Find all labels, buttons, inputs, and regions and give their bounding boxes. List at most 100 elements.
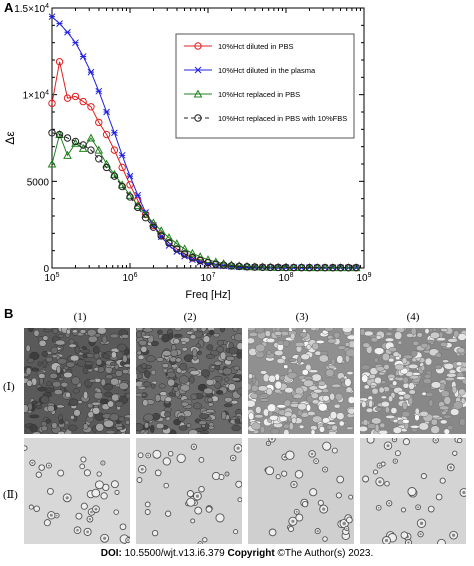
legend-marker	[193, 89, 203, 98]
legend-marker	[194, 66, 202, 74]
micrograph-row1-col3	[248, 328, 354, 434]
data-point	[188, 248, 197, 257]
data-point	[71, 137, 80, 146]
data-point	[227, 260, 236, 269]
legend-marker	[194, 114, 202, 122]
data-point	[95, 118, 103, 127]
x-tick-label: 105	[44, 272, 59, 284]
data-point	[110, 146, 119, 154]
data-point	[86, 133, 96, 142]
data-point	[219, 261, 228, 269]
panel-a-label: A	[4, 0, 14, 15]
micrograph-row1-col4	[360, 328, 466, 434]
x-tick-label: 109	[356, 272, 371, 284]
micrograph-row2-col3	[248, 438, 354, 544]
data-point	[71, 138, 80, 147]
column-header-1: (1)	[73, 311, 87, 323]
micrograph-row2-col1	[24, 438, 130, 544]
data-point	[204, 258, 212, 267]
data-point	[87, 146, 95, 154]
data-point	[290, 263, 298, 272]
data-point	[87, 103, 95, 111]
data-point	[321, 263, 329, 272]
series-4	[48, 129, 360, 272]
data-point	[103, 108, 110, 116]
dielectric-chart: 105 106 107 108 109 0 5000 1×104 1.5×104 Freq [Hz…	[3, 3, 372, 300]
data-point	[134, 196, 142, 205]
data-point	[126, 193, 134, 201]
data-point	[95, 155, 103, 163]
series-line	[51, 132, 357, 269]
data-point	[56, 20, 63, 27]
data-point	[180, 250, 189, 258]
data-point	[117, 180, 127, 189]
data-point	[118, 151, 126, 159]
data-point	[305, 263, 314, 272]
data-point	[219, 259, 228, 268]
data-point	[48, 129, 56, 137]
series-3	[47, 129, 361, 272]
data-point	[243, 263, 251, 271]
data-point	[55, 130, 64, 139]
data-point	[102, 163, 111, 172]
data-point	[47, 159, 57, 168]
data-point	[234, 261, 244, 270]
data-point	[242, 261, 252, 270]
data-point	[195, 252, 205, 261]
data-point	[118, 182, 126, 191]
data-point	[313, 263, 321, 272]
data-point	[102, 130, 111, 139]
data-point	[126, 172, 134, 180]
data-point	[165, 239, 173, 247]
y-tick-label: 0	[43, 264, 49, 275]
x-tick-label: 107	[200, 272, 215, 284]
data-point	[149, 223, 158, 231]
data-point	[63, 134, 72, 142]
data-point	[55, 58, 64, 66]
data-point	[110, 169, 119, 178]
x-tick-label: 106	[122, 272, 137, 284]
data-point	[79, 97, 87, 106]
legend-marker	[194, 42, 202, 50]
data-point	[134, 203, 142, 212]
data-point	[180, 244, 189, 253]
panel-b-label: B	[4, 306, 14, 321]
data-point	[48, 99, 56, 108]
data-point	[173, 245, 181, 253]
data-point	[94, 145, 104, 154]
micrograph-row2-col4	[360, 438, 466, 544]
data-point	[196, 256, 204, 265]
data-point	[251, 263, 259, 271]
data-point	[172, 239, 182, 248]
data-point	[164, 233, 174, 242]
data-point	[297, 263, 306, 272]
data-point	[141, 214, 150, 222]
data-point	[282, 263, 290, 272]
data-point	[149, 218, 158, 227]
row-header-1: (Ⅰ)	[3, 381, 15, 393]
data-point	[111, 129, 118, 137]
data-point	[87, 68, 95, 76]
copyright-label: Copyright	[227, 548, 275, 559]
data-point	[48, 13, 56, 21]
data-point	[336, 263, 345, 272]
data-point	[258, 263, 267, 271]
data-point	[63, 94, 72, 102]
y-tick-label: 1×104	[23, 90, 50, 102]
data-point	[156, 226, 166, 235]
series-line	[51, 132, 357, 269]
data-point	[71, 92, 80, 101]
legend-label: 10%Hct replaced in PBS with 10%FBS	[218, 114, 347, 123]
micrograph-row1-col2	[136, 328, 242, 434]
legend-label: 10%Hct diluted in the plasma	[218, 66, 316, 75]
footer: DOI: 10.5500/wjt.v13.i6.379 Copyright ©T…	[0, 548, 474, 559]
y-tick-label: 1.5×104	[14, 3, 49, 15]
data-point	[344, 263, 353, 272]
data-point	[134, 191, 142, 199]
data-point	[212, 260, 220, 268]
data-point	[329, 263, 337, 272]
data-point	[274, 263, 282, 272]
data-point	[95, 87, 103, 95]
legend: 10%Hct diluted in PBS 10%Hct diluted in t…	[175, 33, 355, 139]
column-header-2: (2)	[183, 311, 197, 323]
